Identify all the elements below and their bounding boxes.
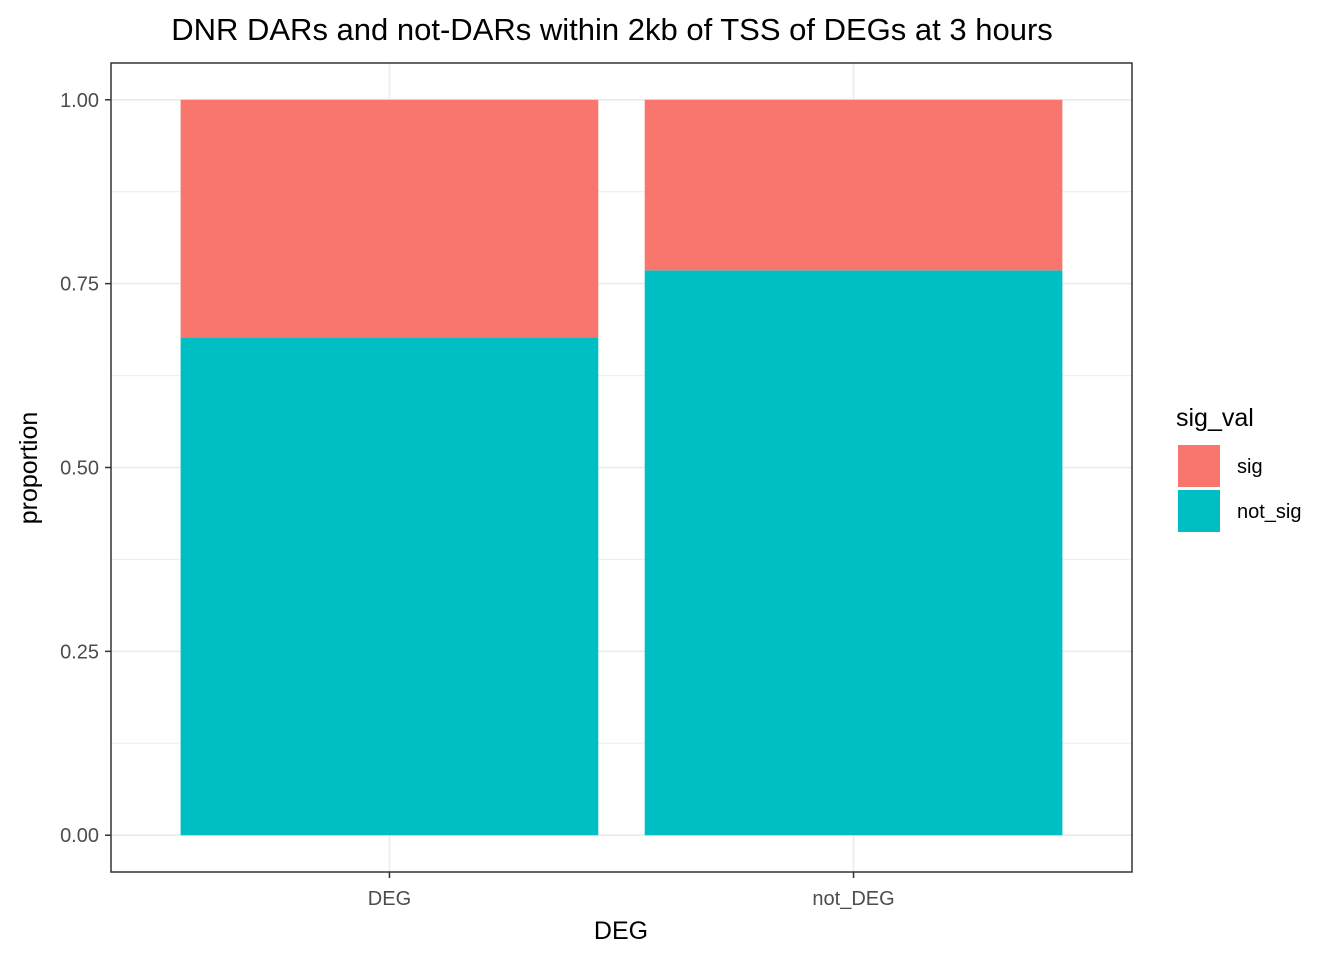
x-tick-label: not_DEG	[812, 888, 894, 910]
legend-title: sig_val	[1176, 404, 1254, 432]
x-axis: DEG not_DEG	[368, 872, 895, 910]
y-axis-title: proportion	[15, 412, 43, 525]
y-axis: 0.00 0.25 0.50 0.75 1.00	[60, 90, 111, 847]
y-tick-label: 0.75	[60, 274, 99, 296]
bar-not_DEG-not_sig	[644, 270, 1063, 836]
y-tick-label: 1.00	[60, 90, 99, 112]
x-tick-label: DEG	[368, 888, 411, 910]
legend-label-sig: sig	[1237, 456, 1263, 478]
bar-not_DEG-sig	[644, 99, 1063, 271]
y-tick-label: 0.25	[60, 641, 99, 663]
x-axis-title: DEG	[594, 917, 648, 945]
bar-DEG-sig	[180, 99, 599, 338]
legend-key-not_sig	[1178, 490, 1220, 532]
y-tick-label: 0.00	[60, 825, 99, 847]
plot-panel	[110, 62, 1133, 873]
y-tick-label: 0.50	[60, 458, 99, 480]
bars	[180, 99, 1063, 836]
legend-label-not_sig: not_sig	[1237, 501, 1302, 523]
legend: sig_val sig not_sig	[1176, 404, 1302, 532]
legend-entries: sig not_sig	[1178, 445, 1302, 532]
chart-title: DNR DARs and not-DARs within 2kb of TSS …	[171, 12, 1053, 47]
bar-DEG-not_sig	[180, 337, 599, 836]
legend-key-sig	[1178, 445, 1220, 487]
